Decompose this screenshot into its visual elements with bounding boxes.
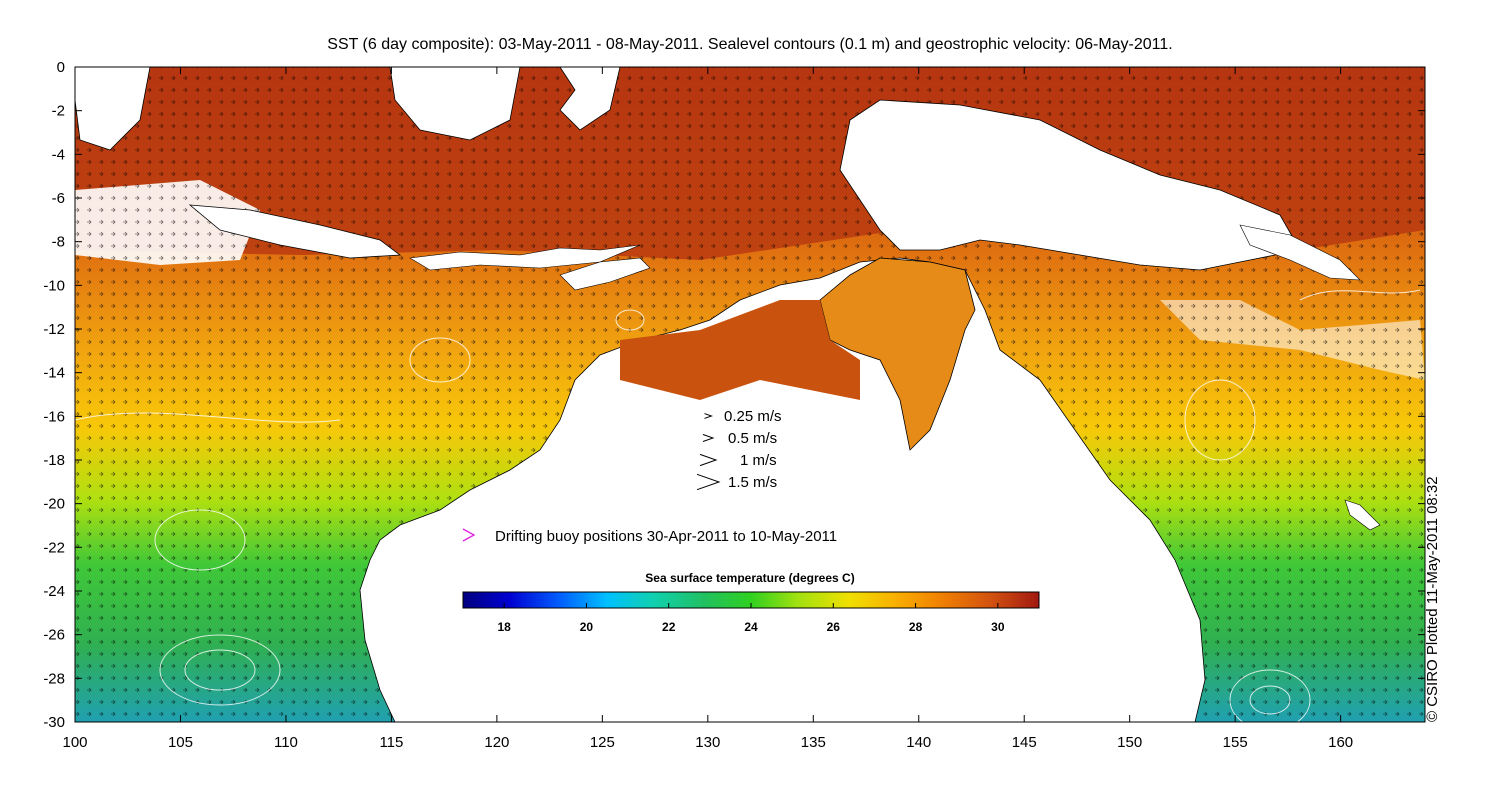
landmass-borneo bbox=[389, 67, 521, 141]
colorbar-tick-label: 26 bbox=[827, 620, 841, 634]
chart-title: SST (6 day composite): 03-May-2011 - 08-… bbox=[327, 36, 1173, 53]
sealevel-contour bbox=[1249, 685, 1291, 715]
credit-text: © CSIRO Plotted 11-May-2011 08:32 bbox=[1424, 476, 1441, 722]
colorbar-tick-label: 20 bbox=[580, 620, 594, 634]
colorbar-ticks: 18 20 22 24 26 28 30 bbox=[497, 603, 1005, 634]
y-tick-label: -24 bbox=[43, 583, 65, 600]
x-tick-label: 125 bbox=[590, 734, 615, 751]
y-tick-label: -6 bbox=[52, 190, 65, 207]
y-tick-label: -18 bbox=[43, 452, 65, 469]
plot-frame bbox=[74, 66, 1426, 723]
landmass-sumatra bbox=[75, 67, 151, 151]
velocity-arrow-icon bbox=[699, 453, 718, 467]
x-tick-label: 110 bbox=[274, 734, 298, 751]
landmass-lesser-sunda bbox=[409, 244, 641, 271]
colorbar-tick-label: 24 bbox=[744, 620, 758, 634]
y-tick-label: -10 bbox=[43, 277, 65, 294]
y-tick-label: -14 bbox=[43, 365, 65, 382]
x-tick-label: 140 bbox=[906, 734, 931, 751]
sealevel-contour bbox=[1184, 379, 1256, 461]
y-tick-label: -28 bbox=[43, 670, 65, 687]
velocity-arrow-icon bbox=[696, 473, 721, 491]
x-tick-label: 100 bbox=[62, 734, 87, 751]
y-tick-label: -4 bbox=[52, 146, 65, 163]
x-tick-label: 120 bbox=[484, 734, 509, 751]
colorbar-tick-label: 28 bbox=[909, 620, 923, 634]
x-tick-label: 150 bbox=[1117, 734, 1142, 751]
velocity-arrow-icon bbox=[704, 413, 714, 419]
landmass-new-caledonia bbox=[1344, 499, 1381, 531]
sealevel-contour bbox=[409, 337, 471, 383]
landmass-java bbox=[188, 204, 402, 259]
sealevel-contour bbox=[75, 412, 341, 423]
sealevel-contour bbox=[159, 634, 281, 706]
velocity-legend-label: 0.5 m/s bbox=[728, 430, 777, 447]
landmass-sulawesi bbox=[559, 67, 621, 131]
sealevel-contour bbox=[615, 309, 645, 331]
y-tick-label: -26 bbox=[43, 627, 65, 644]
y-axis: 0 -2 -4 -6 -8 -10 -12 -14 -16 -18 -20 -22 -24 -26 -28 -… bbox=[43, 59, 1425, 731]
landmass-new-guinea bbox=[839, 99, 1301, 271]
colorbar-tick-label: 22 bbox=[662, 620, 676, 634]
velocity-legend-label: 1 m/s bbox=[740, 452, 777, 469]
velocity-legend: 0.25 m/s 0.5 m/s 1 m/s 1.5 m/s bbox=[696, 408, 782, 491]
landmass-timor bbox=[559, 257, 651, 291]
x-tick-label: 155 bbox=[1223, 734, 1248, 751]
colorbar: Sea surface temperature (degrees C) 18 20… bbox=[462, 571, 1040, 634]
x-tick-label: 115 bbox=[379, 734, 403, 751]
y-tick-label: -2 bbox=[52, 103, 65, 120]
x-tick-label: 130 bbox=[695, 734, 720, 751]
velocity-arrow-icon bbox=[702, 434, 715, 442]
colorbar-tick-label: 30 bbox=[991, 620, 1005, 634]
x-tick-label: 160 bbox=[1328, 734, 1353, 751]
landmass-solomons bbox=[1239, 224, 1361, 281]
buoy-legend: Drifting buoy positions 30-Apr-2011 to 1… bbox=[462, 528, 837, 545]
arafura-sea bbox=[620, 300, 860, 400]
sealevel-contour bbox=[184, 649, 256, 691]
sealevel-contours bbox=[75, 289, 1421, 722]
x-tick-label: 145 bbox=[1012, 734, 1037, 751]
colorbar-tick-label: 18 bbox=[497, 620, 511, 634]
velocity-legend-label: 1.5 m/s bbox=[728, 474, 777, 491]
colorbar-title: Sea surface temperature (degrees C) bbox=[645, 571, 854, 585]
sealevel-contour bbox=[1299, 289, 1421, 301]
y-tick-label: -30 bbox=[43, 714, 65, 731]
velocity-legend-label: 0.25 m/s bbox=[724, 408, 782, 425]
y-tick-label: -22 bbox=[43, 539, 65, 556]
y-tick-label: 0 bbox=[57, 59, 65, 76]
y-tick-label: -8 bbox=[52, 234, 65, 251]
buoy-marker-icon bbox=[462, 528, 476, 542]
y-tick-label: -12 bbox=[43, 321, 65, 338]
sealevel-contour bbox=[1229, 669, 1311, 722]
x-tick-label: 105 bbox=[168, 734, 193, 751]
x-axis: 100 105 110 115 120 125 130 135 140 145 150 155 160 bbox=[62, 67, 1353, 751]
y-tick-label: -16 bbox=[43, 408, 65, 425]
y-tick-label: -20 bbox=[43, 496, 65, 513]
x-tick-label: 135 bbox=[801, 734, 826, 751]
buoy-legend-label: Drifting buoy positions 30-Apr-2011 to 1… bbox=[495, 528, 837, 545]
sealevel-contour bbox=[154, 509, 246, 571]
